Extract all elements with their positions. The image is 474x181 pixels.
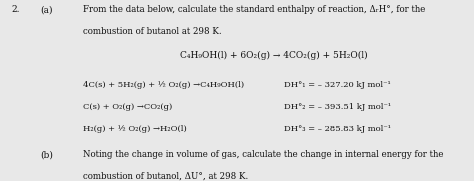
Text: 2.: 2. — [12, 5, 20, 14]
Text: combustion of butanol at 298 K.: combustion of butanol at 298 K. — [83, 27, 221, 36]
Text: (a): (a) — [40, 5, 53, 14]
Text: H₂(g) + ½ O₂(g) →H₂O(l): H₂(g) + ½ O₂(g) →H₂O(l) — [83, 125, 187, 133]
Text: DH°₂ = – 393.51 kJ mol⁻¹: DH°₂ = – 393.51 kJ mol⁻¹ — [284, 103, 392, 111]
Text: C₄H₉OH(l) + 6O₂(g) → 4CO₂(g) + 5H₂O(l): C₄H₉OH(l) + 6O₂(g) → 4CO₂(g) + 5H₂O(l) — [180, 51, 368, 60]
Text: (b): (b) — [40, 150, 53, 159]
Text: C(s) + O₂(g) →CO₂(g): C(s) + O₂(g) →CO₂(g) — [83, 103, 172, 111]
Text: Noting the change in volume of gas, calculate the change in internal energy for : Noting the change in volume of gas, calc… — [83, 150, 444, 159]
Text: 4C(s) + 5H₂(g) + ½ O₂(g) →C₄H₉OH(l): 4C(s) + 5H₂(g) + ½ O₂(g) →C₄H₉OH(l) — [83, 81, 244, 89]
Text: From the data below, calculate the standard enthalpy of reaction, ΔᵣH°, for the: From the data below, calculate the stand… — [83, 5, 425, 14]
Text: combustion of butanol, ΔU°, at 298 K.: combustion of butanol, ΔU°, at 298 K. — [83, 172, 248, 181]
Text: DH°₁ = – 327.20 kJ mol⁻¹: DH°₁ = – 327.20 kJ mol⁻¹ — [284, 81, 391, 89]
Text: DH°₃ = – 285.83 kJ mol⁻¹: DH°₃ = – 285.83 kJ mol⁻¹ — [284, 125, 392, 133]
